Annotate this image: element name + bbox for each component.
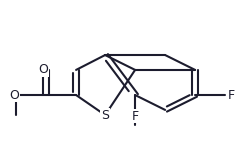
Text: S: S	[101, 108, 109, 122]
Text: O: O	[9, 88, 19, 102]
Text: F: F	[132, 110, 139, 123]
Text: F: F	[228, 88, 235, 102]
Text: O: O	[38, 63, 48, 76]
